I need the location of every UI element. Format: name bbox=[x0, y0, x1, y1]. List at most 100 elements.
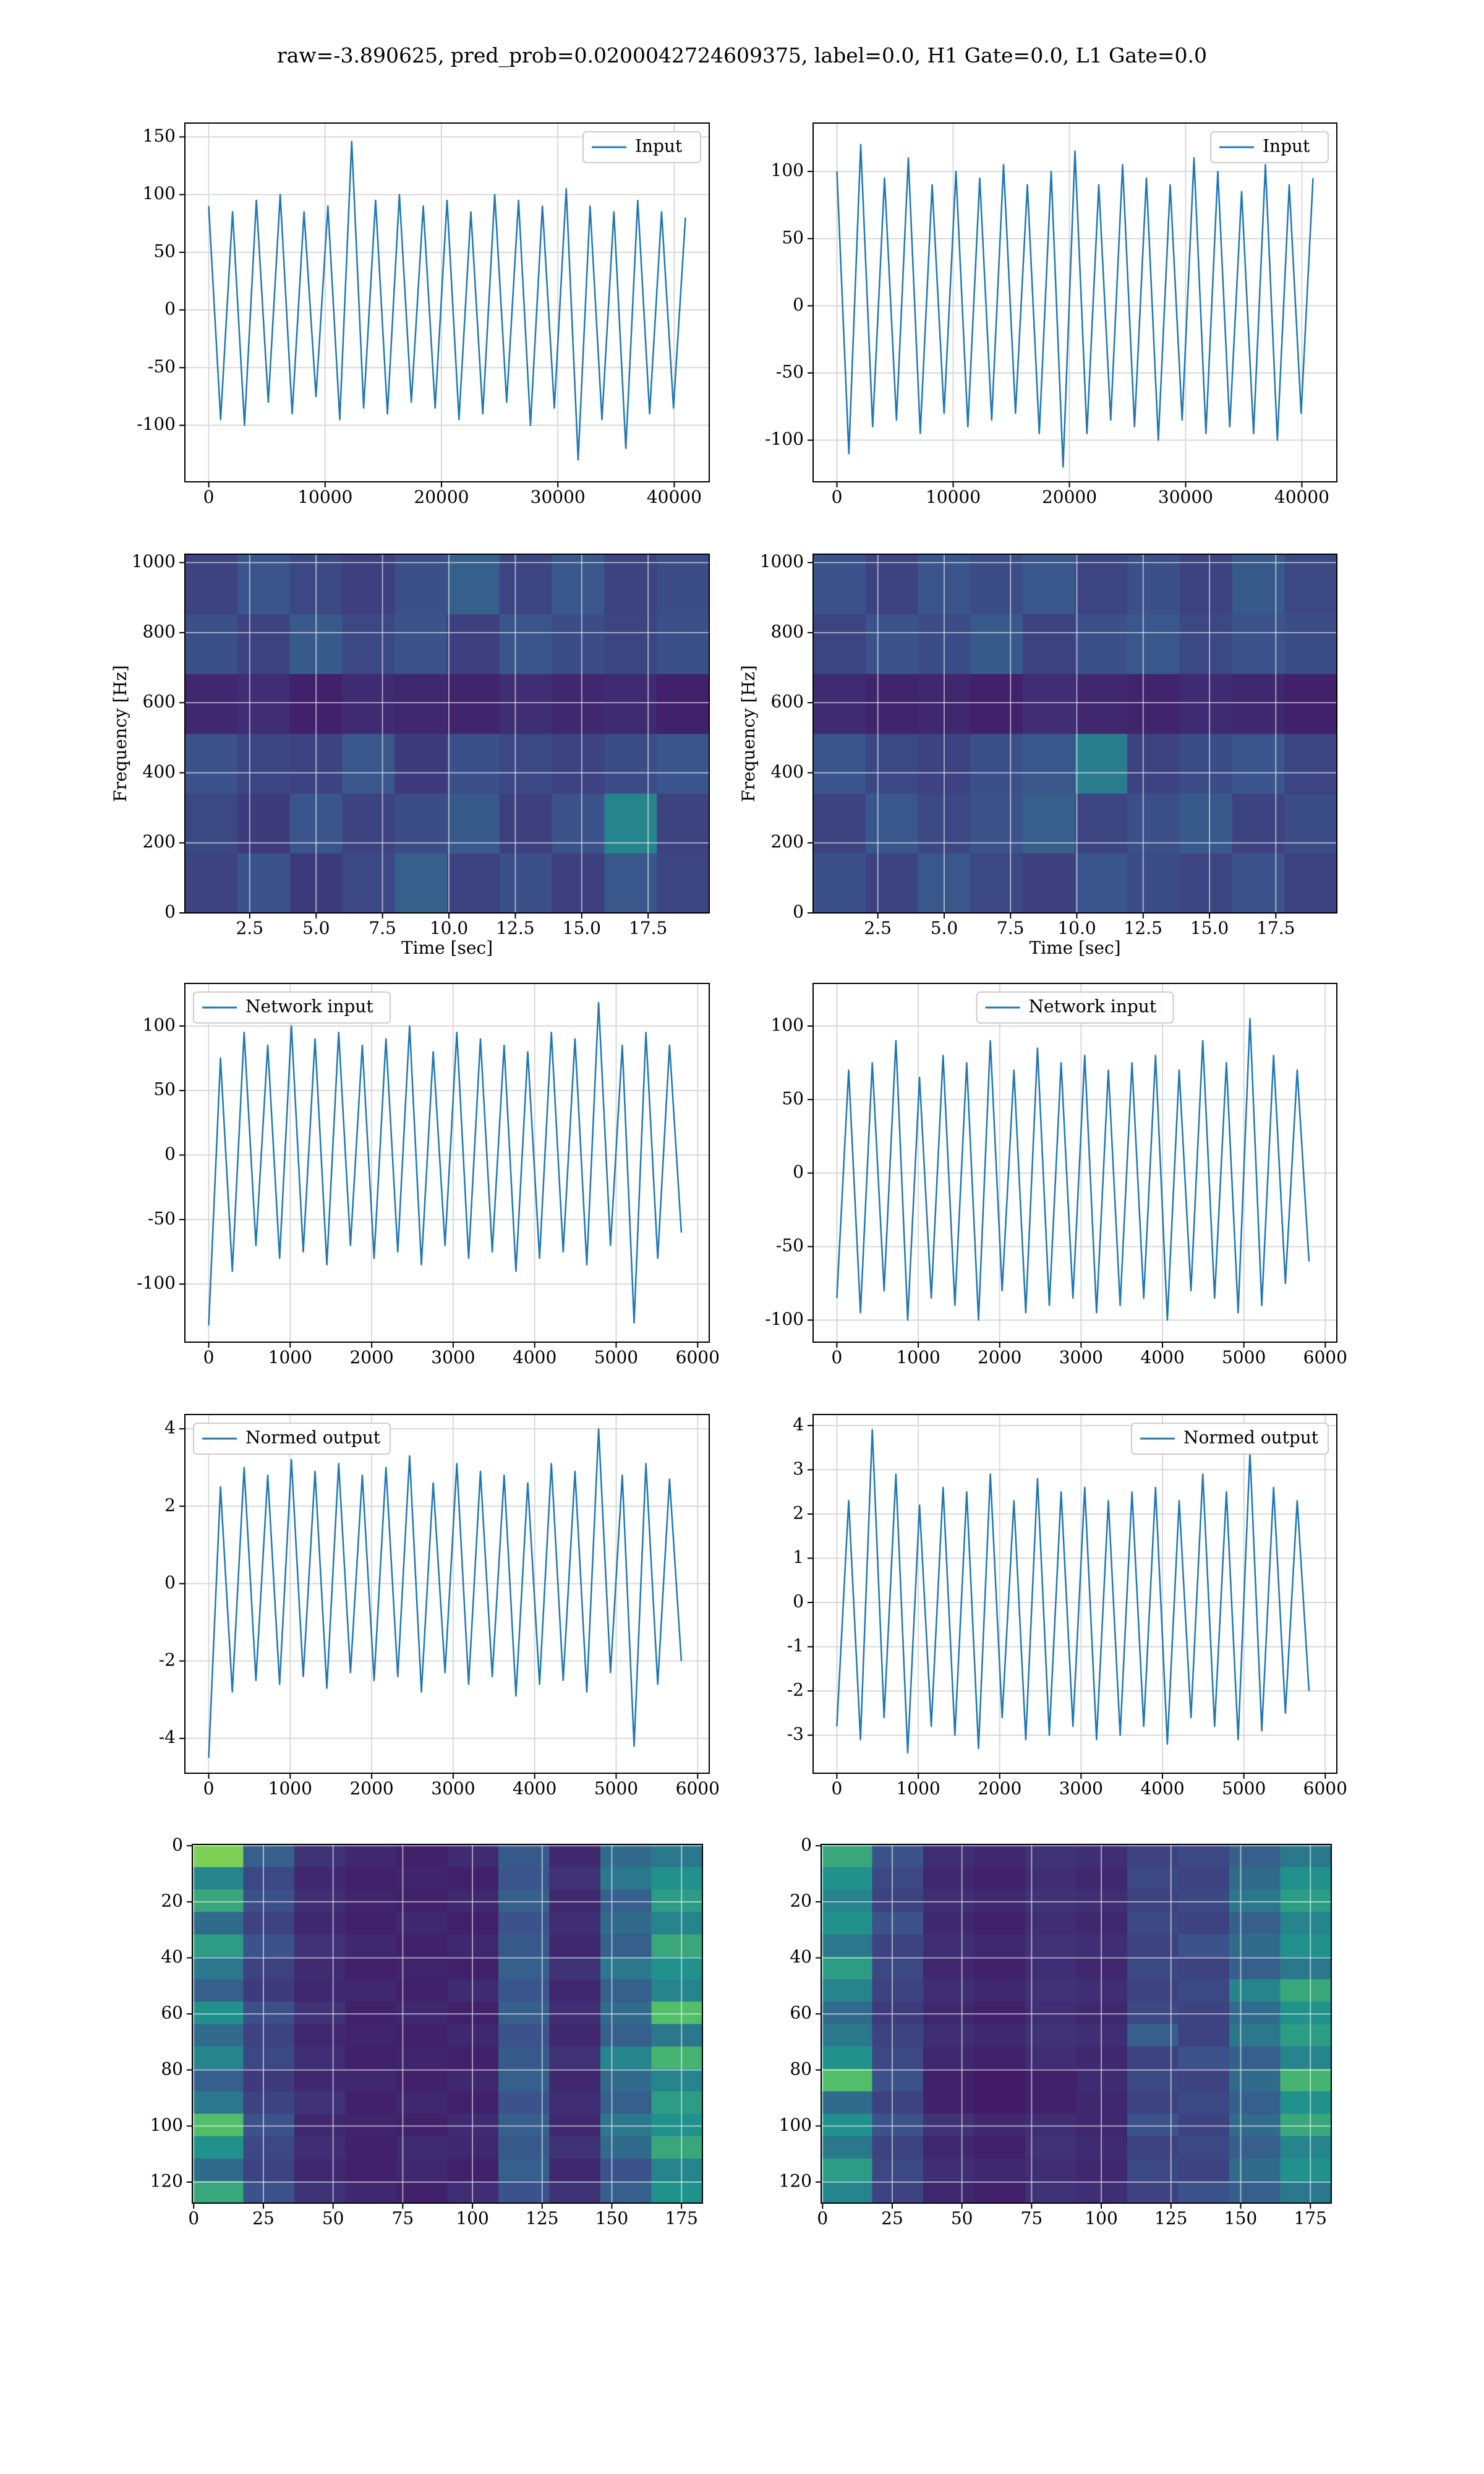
heatmap-cell bbox=[1178, 2158, 1230, 2181]
heatmap-cell bbox=[821, 2024, 872, 2047]
y-tick-label: 120 bbox=[779, 2171, 812, 2191]
heatmap-cell bbox=[1280, 2046, 1332, 2069]
x-tick-label: 4000 bbox=[513, 1347, 556, 1368]
heatmap-cell bbox=[821, 2158, 872, 2181]
heatmap-cell bbox=[1229, 2046, 1281, 2069]
heatmap-cell bbox=[394, 853, 448, 914]
y-axis-label: Frequency [Hz] bbox=[110, 665, 130, 802]
heatmap-cell bbox=[1178, 1889, 1230, 1912]
heatmap-cell bbox=[1280, 1979, 1332, 2002]
x-tick-label: 2.5 bbox=[864, 918, 892, 938]
heatmap-cell bbox=[1025, 2158, 1077, 2181]
heatmap-cell bbox=[243, 1979, 295, 2002]
heatmap-cell bbox=[821, 2001, 872, 2024]
y-tick-label: -50 bbox=[776, 1235, 804, 1256]
heatmap-cell bbox=[185, 734, 238, 794]
heatmap-cell bbox=[865, 674, 918, 734]
heatmap-cell bbox=[447, 853, 500, 914]
heatmap-cell bbox=[396, 2091, 448, 2114]
x-tick-label: 10000 bbox=[926, 487, 981, 507]
heatmap-cell bbox=[1179, 734, 1233, 794]
x-tick-label: 6000 bbox=[676, 1347, 720, 1368]
heatmap-cell bbox=[549, 1867, 601, 1890]
heatmap-cell bbox=[552, 554, 605, 615]
heatmap-cell bbox=[294, 2068, 346, 2092]
heatmap-cell bbox=[294, 2024, 346, 2047]
x-tick-label: 10000 bbox=[297, 487, 352, 507]
heatmap-cell bbox=[1127, 734, 1180, 794]
heatmap-cell bbox=[651, 1934, 703, 1957]
legend-label: Input bbox=[1263, 136, 1310, 156]
heatmap-cell bbox=[185, 674, 238, 734]
x-tick-label: 75 bbox=[392, 2208, 414, 2228]
y-tick-label: 100 bbox=[143, 1014, 176, 1035]
heatmap-cell bbox=[651, 1956, 703, 1979]
x-tick-label: 0 bbox=[203, 1347, 215, 1368]
heatmap-cell bbox=[1280, 1867, 1332, 1890]
y-tick-label: 100 bbox=[779, 2115, 812, 2135]
heatmap-cell bbox=[821, 2046, 872, 2069]
heatmap-cell bbox=[872, 1934, 924, 1957]
heatmap-cell bbox=[1179, 793, 1233, 854]
heatmap-cell bbox=[1280, 1956, 1332, 1979]
heatmap-cell bbox=[394, 614, 448, 674]
heatmap-cell bbox=[185, 853, 238, 914]
heatmap-cell bbox=[1229, 2136, 1281, 2159]
heatmap-cell bbox=[342, 614, 395, 674]
heatmap-cell bbox=[1127, 2136, 1179, 2159]
heatmap-cell bbox=[549, 1844, 601, 1867]
heatmap-cell bbox=[651, 1867, 703, 1890]
heatmap-cell bbox=[185, 793, 238, 854]
x-tick-label: 3000 bbox=[431, 1778, 475, 1799]
heatmap-cell bbox=[396, 2068, 448, 2092]
heatmap-cell bbox=[549, 2091, 601, 2114]
heatmap-cell bbox=[651, 1844, 703, 1867]
heatmap-cell bbox=[1127, 2091, 1179, 2114]
heatmap-cell bbox=[923, 2136, 974, 2159]
x-tick-label: 5000 bbox=[1222, 1778, 1266, 1799]
heatmap-cell bbox=[1178, 1867, 1230, 1890]
heatmap-cell bbox=[604, 853, 657, 914]
heatmap-cell bbox=[651, 2091, 703, 2114]
heatmap-cell bbox=[821, 2113, 872, 2136]
heatmap-cell bbox=[657, 853, 710, 914]
heatmap-cell bbox=[657, 554, 710, 615]
heatmap-cell bbox=[498, 2136, 550, 2159]
heatmap-cell bbox=[651, 1889, 703, 1912]
y-tick-label: 4 bbox=[793, 1414, 804, 1434]
axes-frame bbox=[812, 554, 1337, 914]
heatmap-cell bbox=[342, 674, 395, 734]
heatmap-cell bbox=[345, 2136, 397, 2159]
y-tick-label: 0 bbox=[793, 1591, 804, 1611]
y-tick-label: 600 bbox=[143, 691, 176, 712]
heatmap-cell bbox=[821, 2136, 872, 2159]
heatmap-cell bbox=[243, 2113, 295, 2136]
heatmap-cell bbox=[498, 2046, 550, 2069]
heatmap-cell bbox=[549, 1934, 601, 1957]
heatmap-cell bbox=[821, 1911, 872, 1935]
y-tick-label: 400 bbox=[143, 761, 176, 782]
heatmap-cell bbox=[970, 793, 1023, 854]
y-tick-label: 0 bbox=[793, 902, 804, 922]
heatmap-cell bbox=[237, 614, 291, 674]
heatmap-cell bbox=[1127, 2113, 1179, 2136]
heatmap-cell bbox=[821, 2091, 872, 2114]
heatmap-cell bbox=[872, 2091, 924, 2114]
heatmap-cell bbox=[345, 2158, 397, 2181]
heatmap-cell bbox=[974, 2158, 1026, 2181]
heatmap-cell bbox=[192, 2180, 244, 2204]
heatmap-cell bbox=[1075, 793, 1128, 854]
heatmap-cell bbox=[243, 2158, 295, 2181]
heatmap-cell bbox=[872, 2113, 924, 2136]
heatmap-cell bbox=[499, 793, 553, 854]
y-tick-label: 20 bbox=[790, 1890, 812, 1911]
heatmap-cell bbox=[657, 614, 710, 674]
x-tick-label: 3000 bbox=[1059, 1778, 1103, 1799]
heatmap-cell bbox=[185, 614, 238, 674]
heatmap-cell bbox=[1229, 2024, 1281, 2047]
heatmap-cell bbox=[970, 674, 1023, 734]
heatmap-cell bbox=[872, 2136, 924, 2159]
heatmap-cell bbox=[1025, 2024, 1077, 2047]
heatmap-cell bbox=[974, 1911, 1026, 1935]
heatmap-cell bbox=[1022, 554, 1075, 615]
